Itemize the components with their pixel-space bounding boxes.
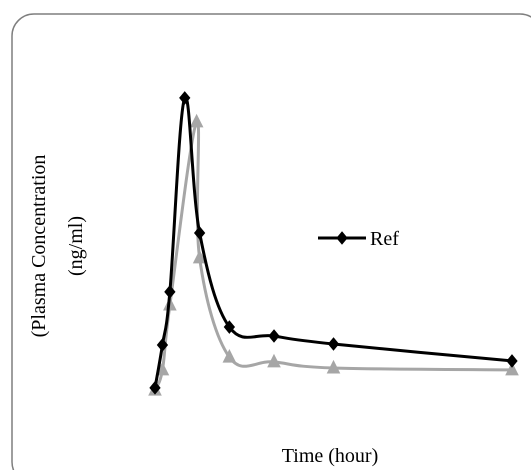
data-point [327, 337, 340, 351]
data-point [192, 249, 207, 264]
data-point [179, 91, 191, 105]
data-point [222, 349, 237, 363]
data-point [223, 320, 236, 334]
data-point [164, 285, 176, 299]
data-point [193, 226, 206, 240]
legend-marker [336, 231, 348, 245]
y-axis-label: (Plasma Concentration [28, 155, 50, 338]
y-axis-label: (ng/ml) [65, 216, 87, 276]
legend: Ref [318, 228, 399, 250]
legend-label: Ref [370, 228, 399, 250]
data-point [268, 329, 280, 343]
data-point [505, 361, 519, 376]
plot-area: Ref [148, 91, 519, 396]
data-point [189, 113, 204, 128]
data-point [506, 354, 518, 368]
data-point [326, 359, 341, 374]
x-axis-label: Time (hour) [282, 445, 378, 467]
data-point [149, 381, 161, 395]
chart-frame [11, 13, 531, 475]
data-point [267, 353, 281, 368]
data-point [156, 338, 169, 352]
